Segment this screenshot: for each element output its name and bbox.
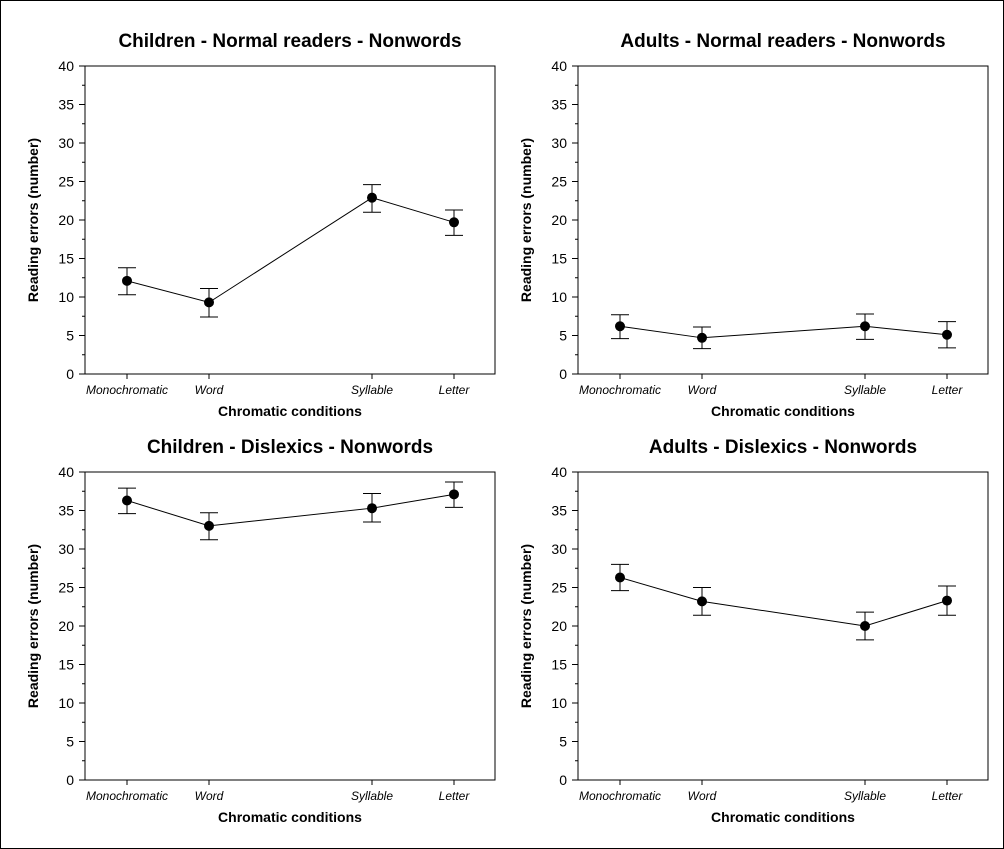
data-point: [449, 217, 459, 228]
y-tick-label: 30: [58, 541, 74, 557]
y-axis-label: Reading errors (number): [518, 138, 534, 302]
data-point: [615, 572, 625, 583]
y-tick-label: 20: [551, 212, 567, 228]
plot-frame: [84, 471, 496, 781]
chart-title: Children - Normal readers - Nonwords: [118, 31, 461, 52]
data-point: [860, 321, 870, 332]
plot-frame: [577, 471, 989, 781]
series-line: [619, 325, 948, 339]
y-tick-label: 5: [559, 734, 567, 750]
y-tick-label: 10: [58, 289, 74, 305]
y-tick-label: 35: [58, 503, 74, 519]
series-line: [126, 197, 455, 303]
y-axis-label: Reading errors (number): [25, 138, 41, 302]
series-line: [126, 493, 455, 527]
x-tick-label: Word: [688, 789, 717, 803]
y-tick-label: 10: [551, 289, 567, 305]
data-point: [942, 595, 952, 606]
data-point: [697, 332, 707, 343]
chart-title: Children - Dislexics - Nonwords: [147, 437, 433, 458]
series-line: [619, 577, 948, 627]
data-point: [697, 596, 707, 607]
y-tick-label: 40: [551, 58, 567, 74]
data-point: [449, 489, 459, 500]
x-tick-label: Letter: [932, 383, 964, 397]
data-point: [122, 495, 132, 506]
chart-panel: Adults - Dislexics - Nonwords 0 5 10 15 20 25 3…: [518, 437, 989, 825]
data-point: [122, 275, 132, 286]
data-point: [367, 192, 377, 203]
chart-panel: Children - Dislexics - Nonwords 0 5 10 15 20 2…: [25, 437, 496, 825]
data-point: [860, 621, 870, 631]
x-tick-label: Monochromatic: [86, 789, 168, 803]
y-tick-label: 20: [58, 618, 74, 634]
y-tick-label: 5: [66, 734, 74, 750]
y-tick-label: 35: [58, 97, 74, 113]
y-tick-label: 20: [58, 212, 74, 228]
y-tick-label: 30: [58, 135, 74, 151]
y-axis-label: Reading errors (number): [518, 544, 534, 708]
y-tick-label: 30: [551, 135, 567, 151]
x-tick-label: Syllable: [351, 383, 393, 397]
y-tick-label: 40: [58, 58, 74, 74]
x-axis-label: Chromatic conditions: [711, 809, 855, 825]
data-point: [204, 520, 214, 531]
y-tick-label: 25: [58, 580, 74, 596]
y-tick-label: 15: [551, 251, 567, 267]
x-tick-label: Word: [195, 383, 224, 397]
x-tick-label: Word: [195, 789, 224, 803]
y-tick-label: 15: [551, 657, 567, 673]
y-tick-label: 0: [66, 772, 74, 788]
y-tick-label: 35: [551, 97, 567, 113]
x-tick-label: Monochromatic: [579, 383, 661, 397]
y-tick-label: 5: [66, 328, 74, 344]
x-tick-label: Syllable: [351, 789, 393, 803]
chart-panel: Adults - Normal readers - Nonwords 0 5 10 15…: [518, 31, 989, 419]
x-tick-label: Word: [688, 383, 717, 397]
plot-frame: [84, 65, 496, 375]
x-tick-label: Letter: [932, 789, 964, 803]
chart-title: Adults - Normal readers - Nonwords: [620, 31, 945, 52]
x-tick-label: Syllable: [844, 383, 886, 397]
data-point: [367, 503, 377, 514]
y-tick-label: 40: [58, 464, 74, 480]
chart-panel: Children - Normal readers - Nonwords 0 5 10…: [25, 31, 496, 419]
y-tick-label: 0: [66, 366, 74, 382]
chart-title: Adults - Dislexics - Nonwords: [649, 437, 917, 458]
x-axis-label: Chromatic conditions: [711, 403, 855, 419]
x-tick-label: Letter: [439, 789, 471, 803]
y-tick-label: 5: [559, 328, 567, 344]
y-tick-label: 15: [58, 251, 74, 267]
y-tick-label: 25: [58, 174, 74, 190]
x-axis-label: Chromatic conditions: [218, 809, 362, 825]
y-tick-label: 15: [58, 657, 74, 673]
x-tick-label: Monochromatic: [579, 789, 661, 803]
data-point: [942, 329, 952, 340]
x-tick-label: Monochromatic: [86, 383, 168, 397]
y-tick-label: 0: [559, 366, 567, 382]
y-tick-label: 25: [551, 580, 567, 596]
y-axis-label: Reading errors (number): [25, 544, 41, 708]
y-tick-label: 30: [551, 541, 567, 557]
data-point: [204, 297, 214, 308]
y-tick-label: 10: [551, 695, 567, 711]
x-tick-label: Letter: [439, 383, 471, 397]
plot-frame: [577, 65, 989, 375]
y-tick-label: 40: [551, 464, 567, 480]
y-tick-label: 10: [58, 695, 74, 711]
x-axis-label: Chromatic conditions: [218, 403, 362, 419]
y-tick-label: 0: [559, 772, 567, 788]
y-tick-label: 35: [551, 503, 567, 519]
x-tick-label: Syllable: [844, 789, 886, 803]
data-point: [615, 321, 625, 332]
y-tick-label: 20: [551, 618, 567, 634]
y-tick-label: 25: [551, 174, 567, 190]
